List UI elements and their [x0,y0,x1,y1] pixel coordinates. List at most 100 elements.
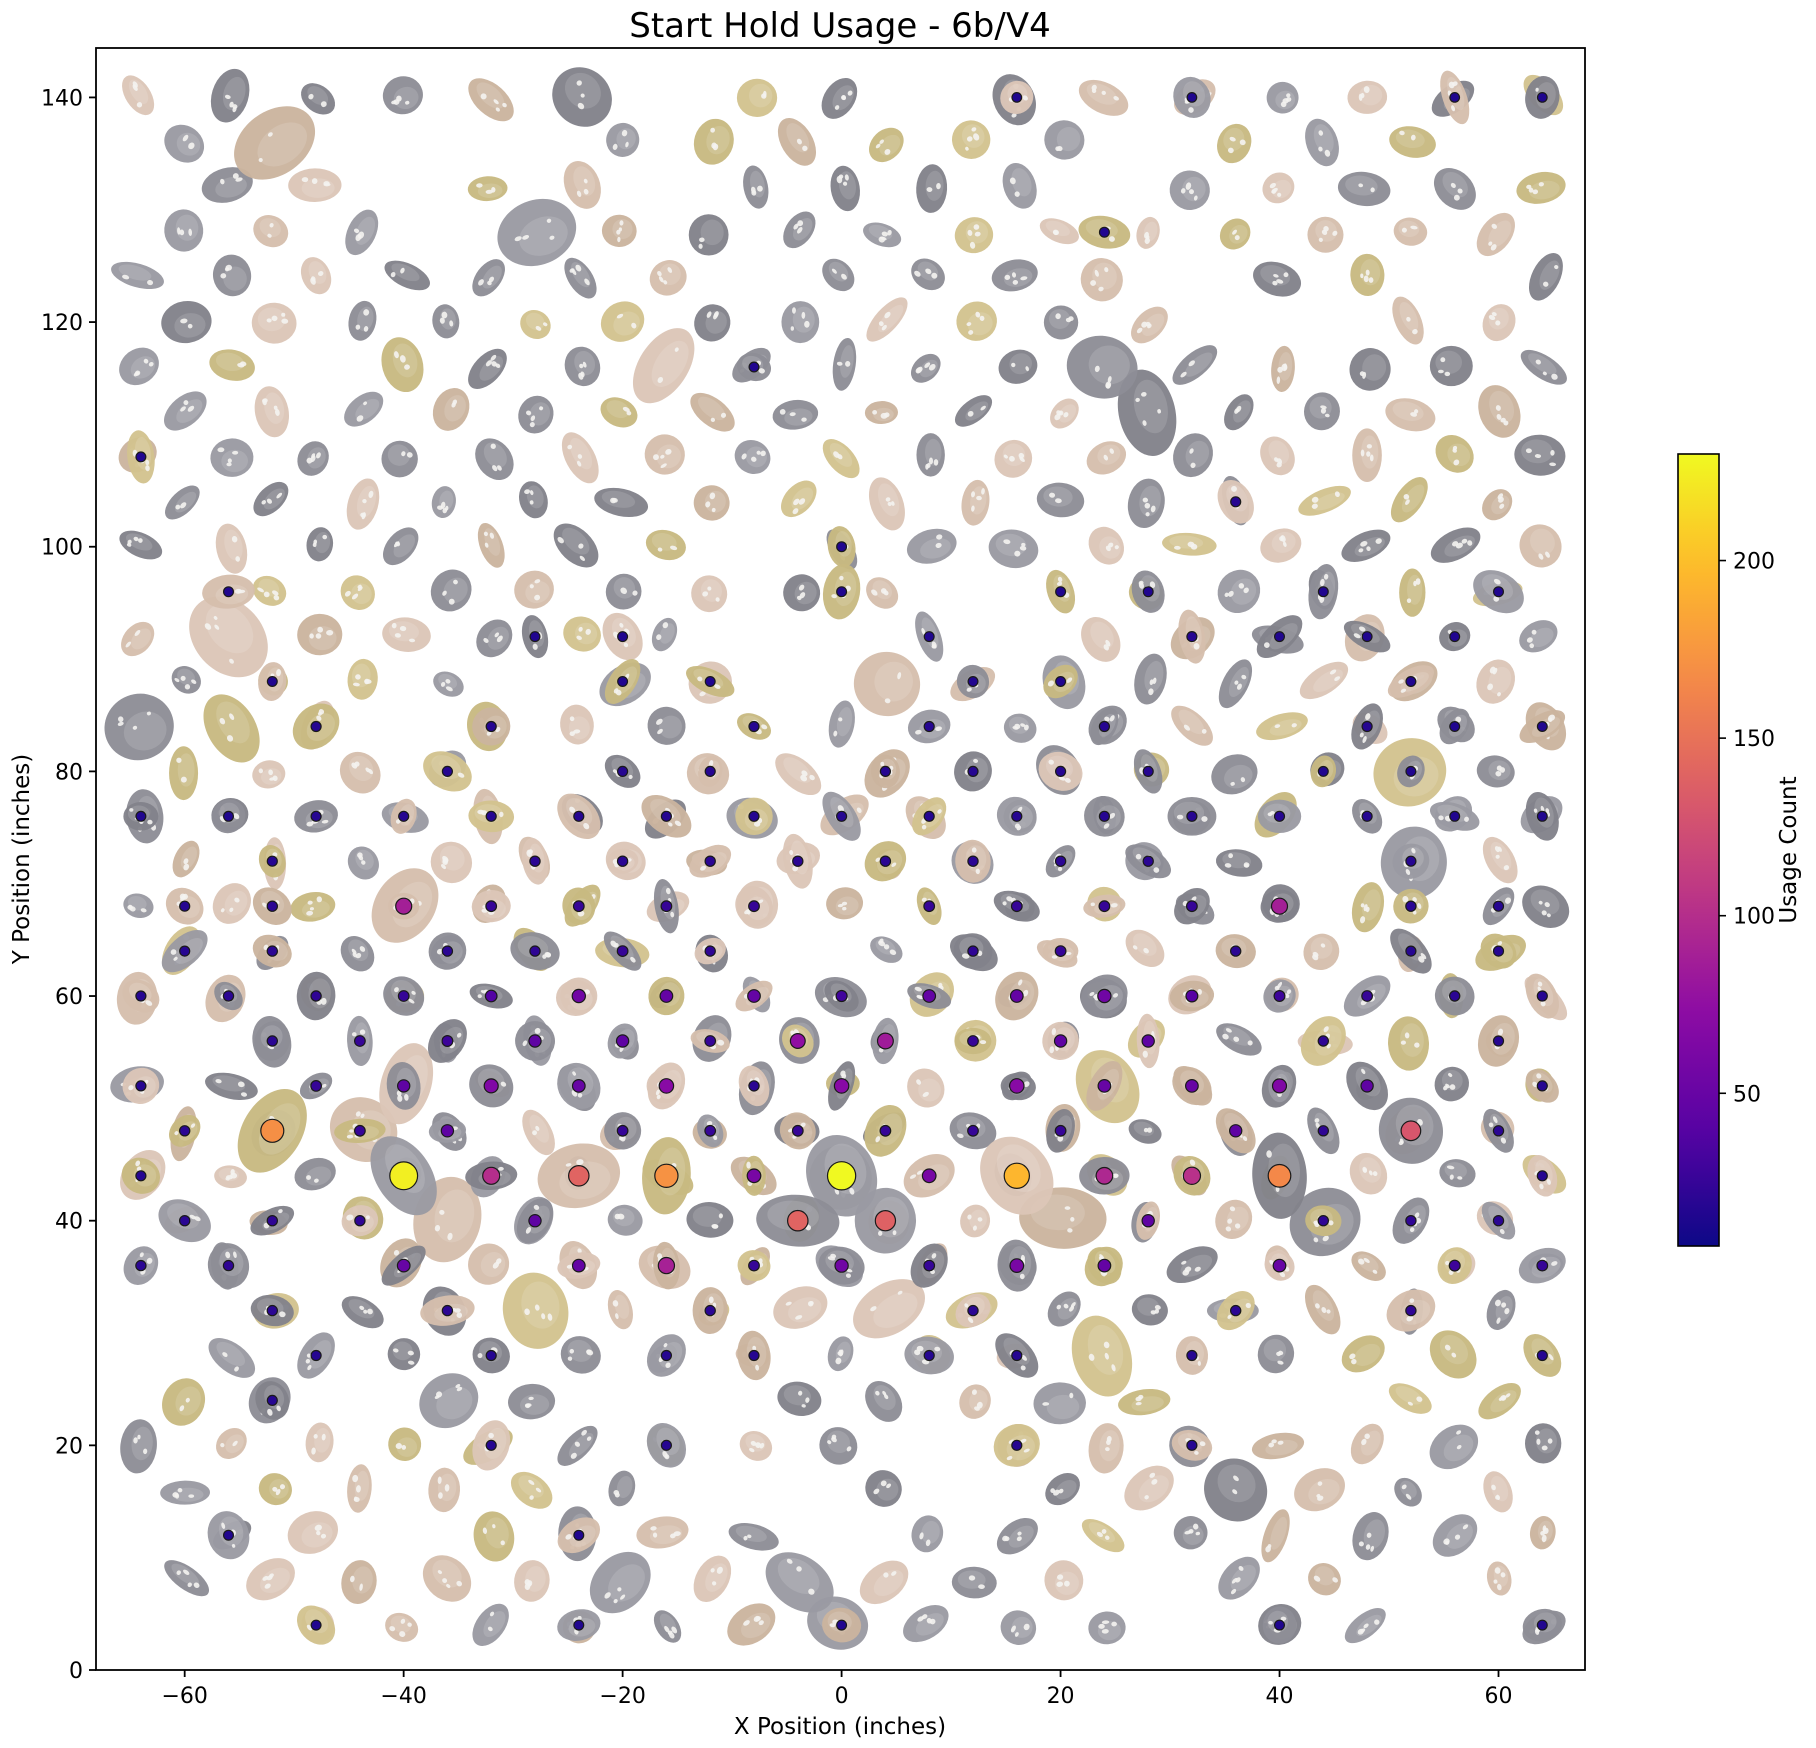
scatter-point [1317,1035,1330,1047]
scatter-point [659,989,674,1003]
x-tick-label: 20 [1047,1684,1075,1709]
scatter-point [354,1214,366,1227]
scatter-point [789,1032,806,1049]
scatter-point [260,1118,285,1143]
scatter-point [398,810,410,822]
scatter-point [616,855,629,867]
scatter-point [1273,631,1285,643]
scatter-point [1141,1034,1155,1048]
scatter-point [135,990,147,1002]
scatter-point [1448,990,1461,1002]
scatter-point [135,1259,147,1272]
scatter-point [1267,1163,1292,1188]
scatter-point [1536,1170,1548,1182]
scatter-point [1003,1162,1031,1190]
scatter-point [704,1035,717,1047]
scatter-point [1272,1258,1287,1273]
scatter-point [223,810,235,822]
y-tick-label: 60 [55,985,83,1010]
scatter-point [1536,1259,1549,1272]
scatter-point [879,1124,892,1137]
scatter-point [310,1349,322,1362]
scatter-point [571,988,587,1004]
scatter-point [573,1529,585,1541]
scatter-point [746,1168,762,1184]
scatter-point [1405,855,1417,867]
scatter-point [483,1078,499,1094]
scatter-point [529,855,541,867]
scatter-point [967,945,979,957]
scatter-point [704,1124,717,1137]
scatter-point [748,810,760,822]
scatter-point [266,1304,278,1317]
scatter-point [441,765,453,778]
scatter-point [1142,855,1154,867]
scatter-point [266,1035,278,1047]
scatter-point [836,541,848,553]
scatter-point [266,1214,278,1227]
scatter-point [1536,1619,1548,1631]
scatter-point [1186,1439,1198,1451]
scatter-point [1186,1349,1198,1362]
scatter-point [923,631,935,643]
scatter-point [485,1349,497,1362]
scatter-point [1273,1619,1285,1631]
scatter-point [1361,631,1373,643]
scatter-point [1449,720,1461,732]
x-tick-label: −60 [161,1684,207,1709]
scatter-point [1182,1166,1202,1186]
y-tick-label: 40 [55,1210,83,1235]
scatter-point [1317,765,1329,777]
scatter-point [1230,496,1242,508]
scatter-point [1098,720,1111,733]
scatter-point [835,989,848,1003]
scatter-point [923,1259,936,1272]
scatter-point [354,1124,366,1137]
scatter-point [1361,990,1373,1002]
scatter-point [1097,1258,1112,1273]
scatter-point [1185,900,1198,913]
scatter-point [1405,900,1417,912]
scatter-point [1536,1349,1548,1362]
scatter-point [1449,91,1461,103]
scatter-point [1097,1078,1112,1093]
scatter-point [389,1161,419,1191]
scatter-point [748,720,760,733]
scatter-point [921,1168,937,1184]
scatter-point [573,1619,585,1631]
scatter-point [1405,1304,1417,1317]
scatter-point [654,1163,679,1189]
scatter-point [748,361,760,373]
scatter-point [660,1349,673,1362]
y-tick-label: 0 [69,1659,83,1684]
scatter-point [1010,900,1023,913]
colorbar-tick-label: 200 [1733,550,1775,575]
scatter-point [528,1213,542,1228]
scatter-point [1273,989,1286,1002]
scatter-point [1185,989,1199,1003]
scatter-point [485,720,497,733]
scatter-point [567,1165,590,1187]
scatter-point [1142,586,1154,598]
scatter-point [1405,1214,1417,1227]
scatter-point [704,945,716,957]
scatter-point [1492,586,1504,598]
scatter-point [657,1256,676,1275]
scatter-point [617,675,629,687]
scatter-point [967,1304,979,1317]
scatter-point [1270,897,1289,915]
scatter-point [485,900,498,913]
scatter-point [1098,810,1111,822]
scatter-point [879,855,892,867]
x-tick-label: 0 [835,1684,849,1709]
scatter-point [1405,945,1417,957]
scatter-point [1098,226,1110,238]
scatter-point [615,1034,630,1048]
scatter-point [1011,1349,1023,1362]
scatter-point [1011,1439,1023,1451]
x-tick-label: 40 [1266,1684,1294,1709]
scatter-point [834,1258,849,1273]
scatter-point [1449,631,1461,643]
scatter-point [222,1259,235,1272]
scatter-point [923,720,935,733]
